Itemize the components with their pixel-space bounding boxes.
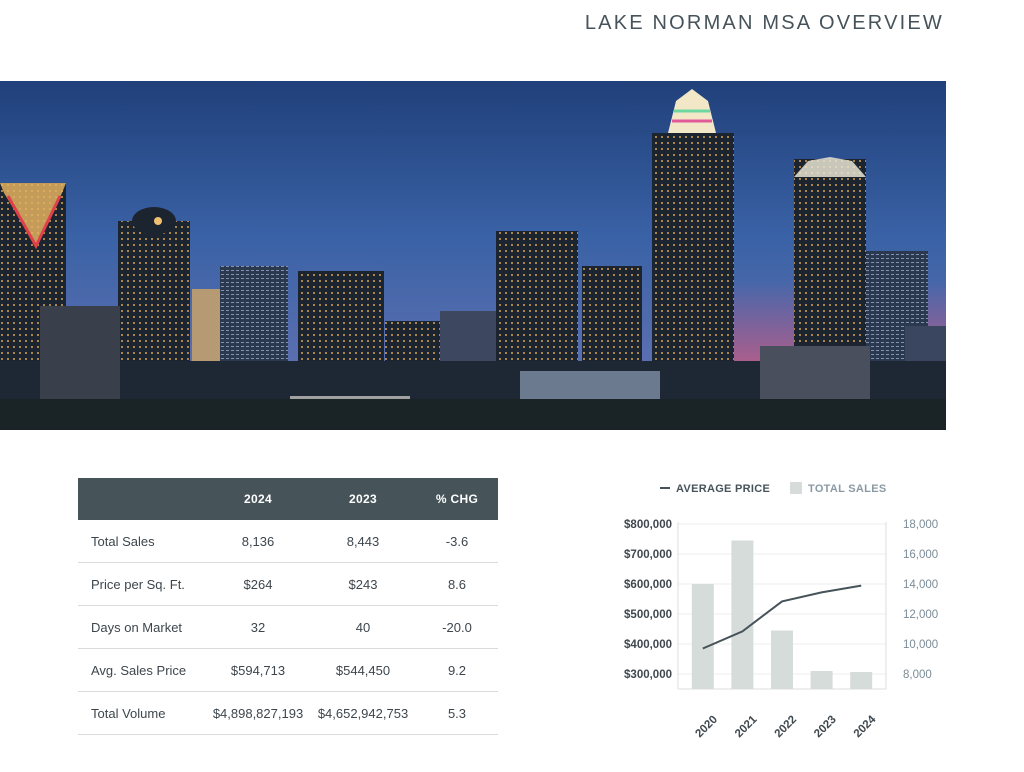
cell-2023: $544,450 [310, 648, 416, 692]
cell-2023: 8,443 [310, 520, 416, 563]
page-title: LAKE NORMAN MSA OVERVIEW [584, 12, 944, 34]
table-row: Price per Sq. Ft. $264 $243 8.6 [78, 562, 498, 606]
line-average-price [702, 584, 862, 650]
right-tick-label: 12,000 [903, 609, 938, 621]
chart-canvas: $300,000 $400,000 $500,000 $600,000 $700,000… [624, 482, 938, 741]
table-row: Days on Market 32 40 -20.0 [78, 605, 498, 649]
row-label: Total Sales [78, 520, 206, 563]
x-tick-label: 2024 [852, 713, 879, 740]
cell-2023: $4,652,942,753 [310, 691, 416, 735]
row-label: Price per Sq. Ft. [78, 562, 206, 606]
x-tick-label: 2020 [693, 714, 720, 741]
left-tick-label: $600,000 [624, 579, 672, 591]
table-row: Total Volume $4,898,827,193 $4,652,942,7… [78, 691, 498, 735]
x-tick-label: 2021 [733, 713, 760, 740]
row-label: Total Volume [78, 691, 206, 735]
cell-2023: $243 [310, 562, 416, 606]
table-header-row: 2024 2023 % CHG [78, 478, 498, 520]
row-label: Days on Market [78, 605, 206, 649]
cell-2024: $4,898,827,193 [206, 691, 310, 735]
cell-2024: $264 [206, 562, 310, 606]
right-tick-label: 16,000 [903, 549, 938, 561]
cell-2023: 40 [310, 605, 416, 649]
cell-2024: $594,713 [206, 648, 310, 692]
header-label-cell [78, 478, 206, 520]
legend-average-price: AVERAGE PRICE [676, 483, 770, 495]
market-stats-table: 2024 2023 % CHG Total Sales 8,136 8,443 … [78, 478, 498, 735]
cell-pct-change: 5.3 [416, 691, 498, 735]
bar-total-sales [731, 540, 754, 689]
bar-total-sales [810, 671, 833, 689]
bar-total-sales [850, 671, 873, 689]
header-2024: 2024 [206, 478, 310, 520]
left-tick-label: $300,000 [624, 669, 672, 681]
bar-total-sales [691, 584, 714, 689]
legend-bar-swatch [790, 482, 802, 494]
legend-total-sales: TOTAL SALES [808, 483, 886, 495]
right-tick-label: 10,000 [903, 639, 938, 651]
left-tick-label: $500,000 [624, 609, 672, 621]
bar-total-sales [771, 630, 793, 689]
left-tick-label: $700,000 [624, 549, 672, 561]
cell-pct-change: 8.6 [416, 562, 498, 606]
cell-2024: 32 [206, 605, 310, 649]
table-row: Total Sales 8,136 8,443 -3.6 [78, 520, 498, 563]
right-tick-label: 14,000 [903, 579, 938, 591]
cell-pct-change: 9.2 [416, 648, 498, 692]
left-tick-label: $400,000 [624, 639, 672, 651]
price-sales-chart: $300,000 $400,000 $500,000 $600,000 $700,000… [560, 470, 940, 760]
header-2023: 2023 [310, 478, 416, 520]
skyline-hero-image [0, 81, 946, 430]
cell-pct-change: -20.0 [416, 605, 498, 649]
x-tick-label: 2023 [812, 714, 839, 741]
left-tick-label: $800,000 [624, 519, 672, 531]
x-tick-label: 2022 [773, 714, 800, 741]
right-tick-label: 8,000 [903, 669, 932, 681]
header-pct-change: % CHG [416, 478, 498, 520]
row-label: Avg. Sales Price [78, 648, 206, 692]
cell-pct-change: -3.6 [416, 520, 498, 563]
right-tick-label: 18,000 [903, 519, 938, 531]
table-row: Avg. Sales Price $594,713 $544,450 9.2 [78, 648, 498, 692]
cell-2024: 8,136 [206, 520, 310, 563]
